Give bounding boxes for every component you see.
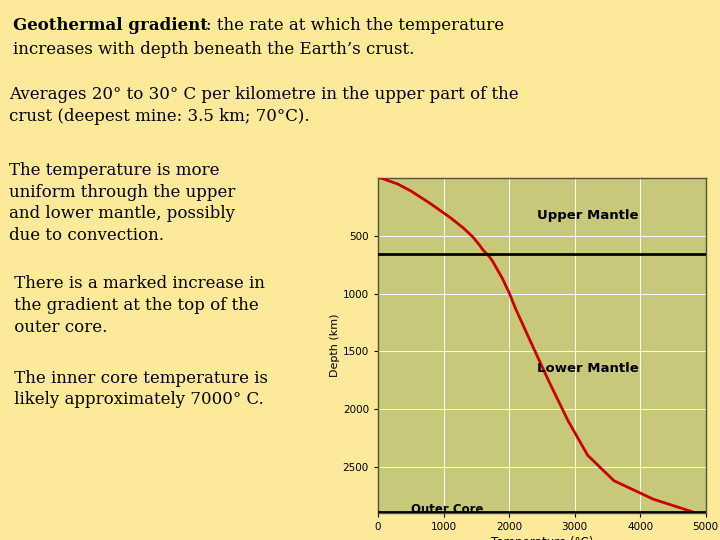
Text: Upper Mantle: Upper Mantle [537, 208, 639, 221]
Text: Geothermal gradient: Geothermal gradient [13, 17, 208, 34]
Text: There is a marked increase in
 the gradient at the top of the
 outer core.: There is a marked increase in the gradie… [9, 275, 265, 335]
Y-axis label: Depth (km): Depth (km) [330, 314, 340, 377]
Text: Averages 20° to 30° C per kilometre in the upper part of the
crust (deepest mine: Averages 20° to 30° C per kilometre in t… [9, 86, 519, 125]
Text: : the rate at which the temperature: : the rate at which the temperature [206, 17, 504, 34]
Text: Outer Core: Outer Core [410, 503, 483, 516]
Text: The temperature is more
uniform through the upper
and lower mantle, possibly
due: The temperature is more uniform through … [9, 162, 235, 244]
X-axis label: Temperature (°C): Temperature (°C) [490, 536, 593, 540]
Text: increases with depth beneath the Earth’s crust.: increases with depth beneath the Earth’s… [13, 40, 414, 57]
Text: The inner core temperature is
 likely approximately 7000° C.: The inner core temperature is likely app… [9, 370, 269, 408]
Text: Lower Mantle: Lower Mantle [537, 362, 639, 375]
